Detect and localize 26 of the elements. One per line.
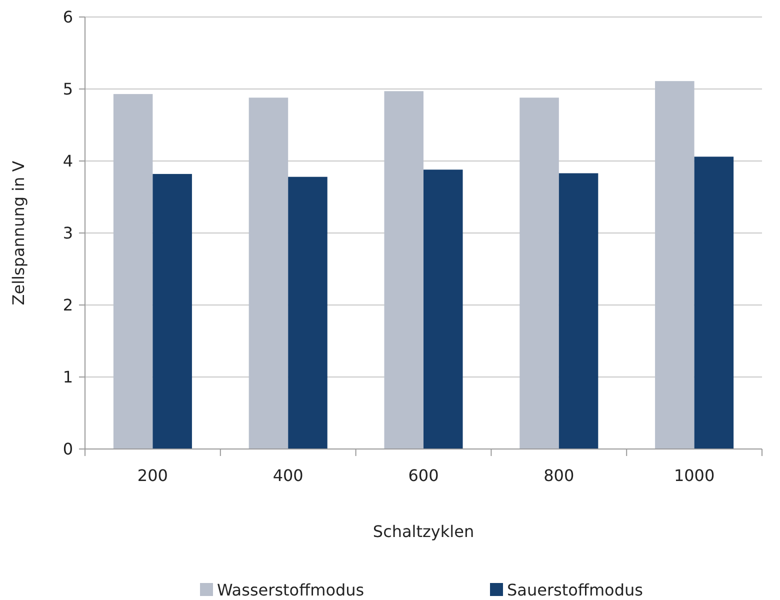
- x-tick-label: 200: [137, 466, 168, 485]
- bar: [694, 156, 734, 449]
- x-tick-label: 800: [544, 466, 574, 485]
- x-axis-title: Schaltzyklen: [372, 522, 474, 541]
- y-tick-label: 6: [62, 8, 73, 27]
- bar: [424, 170, 463, 449]
- bar: [248, 98, 288, 449]
- x-tick-label: 1000: [674, 466, 715, 485]
- x-tick-label: 600: [408, 466, 439, 485]
- bar: [113, 94, 153, 449]
- x-tick-label: 400: [272, 466, 304, 485]
- y-axis-title: Zellspannung in V: [9, 160, 28, 306]
- y-tick-label: 2: [62, 296, 73, 315]
- bar: [384, 91, 424, 449]
- legend-label: Wasserstoffmodus: [217, 580, 364, 600]
- bar: [558, 173, 598, 449]
- bar: [520, 98, 559, 449]
- bar: [152, 174, 192, 449]
- bar: [288, 176, 328, 449]
- legend-label: Sauerstoffmodus: [507, 580, 643, 600]
- y-tick-label: 0: [62, 440, 73, 459]
- y-tick-label: 3: [62, 224, 73, 243]
- y-tick-label: 4: [62, 152, 73, 171]
- y-tick-label: 1: [62, 368, 73, 387]
- y-tick-label: 5: [62, 80, 73, 99]
- bar: [655, 81, 694, 449]
